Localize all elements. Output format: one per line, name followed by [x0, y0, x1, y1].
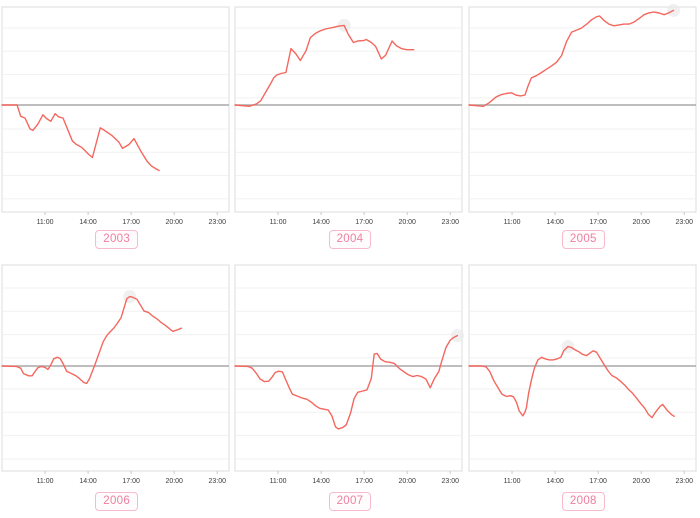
- x-tick-label: 11:00: [503, 219, 520, 226]
- line-chart-2006: 11:00 14:00 17:00 20:00 23:00: [1, 264, 230, 485]
- x-tick-label: 17:00: [122, 219, 140, 226]
- series-line: [467, 345, 675, 419]
- series-line: [1, 295, 183, 385]
- x-tick-label: 14:00: [546, 478, 564, 485]
- year-label-row: 2004: [233, 230, 466, 249]
- x-tick-label: 17:00: [589, 478, 607, 485]
- line-chart-2003: 11:00 14:00 17:00 20:00 23:00: [1, 6, 230, 226]
- chart-panel-2006: 11:00 14:00 17:00 20:00 23:00 2006: [0, 258, 233, 518]
- x-tick-label: 14:00: [313, 219, 331, 226]
- x-tick-label: 17:00: [589, 219, 607, 226]
- chart-panel-2003: 11:00 14:00 17:00 20:00 23:00 2003: [0, 0, 233, 258]
- line-chart-2004: 11:00 14:00 17:00 20:00 23:00: [234, 6, 463, 226]
- x-tick-label: 23:00: [442, 478, 460, 485]
- year-label-2007: 2007: [328, 492, 372, 511]
- year-label-2005: 2005: [561, 230, 605, 249]
- line-chart-2008: 11:00 14:00 17:00 20:00 23:00: [467, 264, 697, 485]
- year-label-2004: 2004: [328, 230, 372, 249]
- x-tick-label: 11:00: [270, 219, 287, 226]
- year-label-row: 2006: [0, 492, 233, 511]
- line-chart-2007: 11:00 14:00 17:00 20:00 23:00: [234, 264, 465, 485]
- series-line: [234, 24, 415, 108]
- x-tick-label: 17:00: [122, 478, 140, 485]
- x-tick-label: 11:00: [270, 478, 287, 485]
- plot-area: [234, 6, 463, 213]
- x-tick-label: 14:00: [546, 219, 564, 226]
- plot-area: [1, 264, 230, 472]
- year-label-row: 2005: [467, 230, 700, 249]
- year-label-row: 2008: [467, 492, 700, 511]
- x-tick-label: 23:00: [209, 478, 227, 485]
- x-tick-label: 11:00: [503, 478, 520, 485]
- chart-panel-2007: 11:00 14:00 17:00 20:00 23:00 2007: [233, 258, 466, 518]
- x-tick-label: 17:00: [356, 219, 374, 226]
- line-chart-2005: 11:00 14:00 17:00 20:00 23:00: [467, 3, 697, 226]
- x-tick-label: 23:00: [442, 219, 460, 226]
- x-tick-label: 20:00: [632, 219, 650, 226]
- plot-area: [468, 264, 697, 472]
- x-tick-label: 11:00: [37, 219, 54, 226]
- plot-area: [1, 6, 230, 213]
- chart-panel-2004: 11:00 14:00 17:00 20:00 23:00 2004: [233, 0, 466, 258]
- x-tick-label: 23:00: [675, 219, 693, 226]
- x-tick-label: 11:00: [37, 478, 54, 485]
- x-tick-label: 23:00: [675, 478, 693, 485]
- x-tick-label: 20:00: [399, 478, 417, 485]
- year-label-2006: 2006: [95, 492, 139, 511]
- year-label-row: 2007: [233, 492, 466, 511]
- x-tick-label: 14:00: [79, 219, 97, 226]
- x-tick-label: 17:00: [356, 478, 374, 485]
- year-label-2008: 2008: [561, 492, 605, 511]
- x-tick-label: 20:00: [165, 478, 183, 485]
- x-tick-label: 20:00: [632, 478, 650, 485]
- series-line: [234, 334, 459, 430]
- x-tick-label: 23:00: [209, 219, 227, 226]
- x-tick-label: 20:00: [399, 219, 417, 226]
- year-label-2003: 2003: [95, 230, 139, 249]
- x-tick-label: 20:00: [165, 219, 183, 226]
- x-tick-label: 14:00: [313, 478, 331, 485]
- chart-panel-2005: 11:00 14:00 17:00 20:00 23:00 2005: [467, 0, 700, 258]
- plot-area: [468, 6, 697, 213]
- year-label-row: 2003: [0, 230, 233, 249]
- x-tick-label: 14:00: [79, 478, 97, 485]
- chart-panel-2008: 11:00 14:00 17:00 20:00 23:00 2008: [467, 258, 700, 518]
- series-line: [467, 9, 674, 108]
- series-line: [1, 104, 160, 172]
- plot-area: [234, 264, 463, 472]
